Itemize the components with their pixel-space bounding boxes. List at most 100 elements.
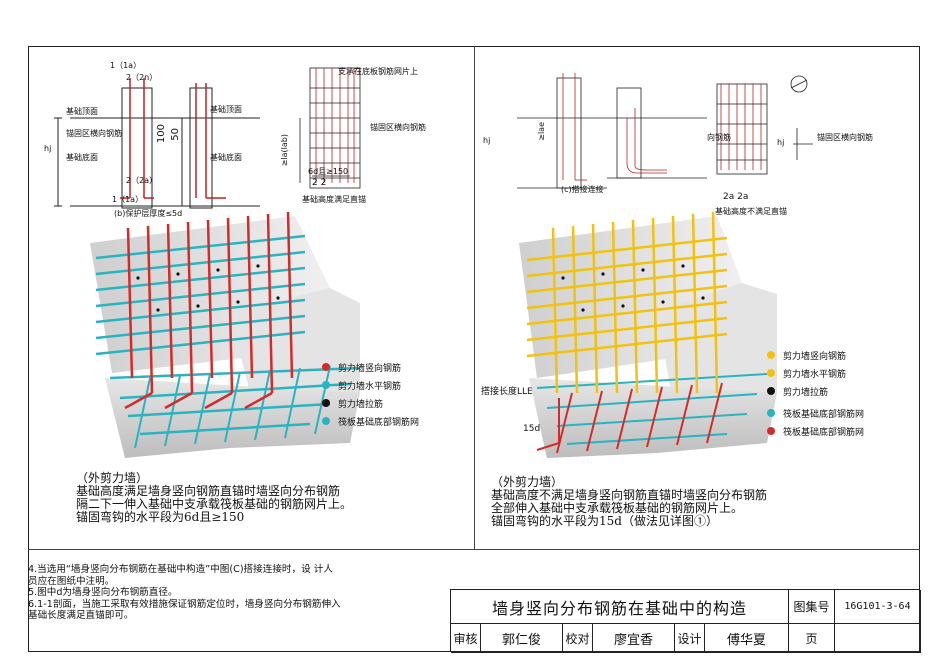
legend-dot: [322, 399, 330, 407]
vertical-bars-left: [124, 211, 294, 410]
desc-line: 全部伸入基础中支承载筏板基础的钢筋网片上。: [491, 501, 744, 515]
anno-foundation-bottom-2: 基础底面: [210, 153, 242, 162]
wall-section-1: [121, 87, 153, 209]
anno-detail-c: (c)搭接连接: [561, 185, 604, 194]
panel-divider-horizontal: [28, 549, 920, 550]
section-label-2a: 2（2a）: [126, 176, 158, 185]
right-legend: 剪力墙竖向钢筋 剪力墙水平钢筋 剪力墙拉筋 筏板基础底部钢筋网 筏板基础底部钢筋…: [767, 346, 864, 440]
note-line: 员应在图纸中注明。: [28, 575, 115, 587]
section-label-2n: 2（2n）: [126, 73, 158, 82]
anno-foundation-top: 基础顶面: [66, 107, 98, 116]
desc-line: 隔二下一伸入基础中支承载筏板基础的钢筋网片上。: [76, 497, 353, 511]
left-legend: 剪力墙竖向钢筋 剪力墙水平钢筋 剪力墙拉筋 筏板基础底部钢筋网: [322, 358, 419, 430]
legend-label: 筏板基础底部钢筋网: [783, 409, 865, 420]
right-section-drawings: [517, 73, 813, 189]
legend-item: 筏板基础底部钢筋网: [322, 412, 419, 430]
note-line: 基础长度满足直锚即可。: [28, 610, 134, 621]
legend-label: 剪力墙竖向钢筋: [338, 363, 402, 374]
left-section-drawings: [54, 67, 361, 209]
right-description: （外剪力墙） 基础高度不满足墙身竖向钢筋直锚时墙竖向分布钢筋 全部伸入基础中支承…: [491, 476, 767, 528]
legend-dot: [322, 417, 330, 425]
page-number-cell: [835, 624, 921, 653]
anno-15d: 15d: [523, 424, 541, 434]
legend-dot: [767, 369, 775, 377]
legend-dot: [767, 409, 775, 417]
dim-hj-right-2: hj: [777, 138, 785, 147]
reviewer-name: 郭仁俊: [481, 624, 563, 653]
anno-vertical-bar: 向钢筋: [707, 133, 731, 142]
bottom-mesh-right-cyan: [536, 373, 768, 445]
panel-divider-vertical: [474, 46, 475, 549]
review-label: 审核: [451, 624, 481, 653]
right-3d-render: [519, 211, 777, 458]
title-block: 墙身竖向分布钢筋在基础中的构造 图集号 16G101-3-64 审核 郭仁俊 校…: [450, 589, 921, 653]
section-label-1a-bottom: 1（1a）: [112, 195, 144, 204]
section-label-1a: 1（1a）: [110, 61, 142, 70]
desc-line: 锚固弯钩的水平段为6d且≥150: [76, 510, 245, 524]
anno-foundation-top-2: 基础顶面: [210, 105, 242, 114]
legend-label: 剪力墙拉筋: [338, 399, 384, 410]
anno-detail-b: (b)保护层厚度≤5d: [114, 209, 183, 218]
checker-name: 廖宜香: [593, 624, 675, 653]
anno-height-note: 基础高度满足直锚: [302, 195, 366, 204]
anno-foundation-bottom: 基础底面: [66, 153, 98, 162]
anno-6d: 6d且≥150: [308, 167, 349, 176]
anno-anchor-zone-2: 锚固区横向钢筋: [370, 123, 426, 132]
left-panel: 1（1a） 2（2n） 2（2a） 1（1a） 100 50 hj 基础顶面 锚…: [30, 48, 472, 548]
left-description: （外剪力墙） 基础高度满足墙身竖向钢筋直锚时墙竖向分布钢筋 隔二下一伸入基础中支…: [76, 472, 352, 524]
legend-label: 筏板基础底部钢筋网: [783, 427, 865, 438]
anno-section-2a: 2a 2a: [723, 192, 749, 202]
design-label: 设计: [675, 624, 705, 653]
note-line: 6.1-1剖面，当施工采取有效措施保证钢筋定位时，墙身竖向分布钢筋伸入: [28, 598, 341, 610]
atlas-label: 图集号: [789, 590, 835, 624]
legend-item: 剪力墙竖向钢筋: [322, 358, 419, 376]
legend-label: 剪力墙拉筋: [783, 387, 829, 398]
anno-section-22: 2 2: [312, 178, 327, 188]
legend-dot: [322, 381, 330, 389]
base-concrete-left: [105, 378, 360, 458]
anno-height-note-right: 基础高度不满足直锚: [715, 207, 787, 216]
legend-label: 筏板基础底部钢筋网: [338, 417, 420, 428]
wall-section-2: [189, 87, 213, 209]
legend-dot: [767, 387, 775, 395]
desc-line: （外剪力墙）: [491, 475, 564, 489]
anno-anchor-zone-right: 锚固区横向钢筋: [817, 133, 873, 142]
legend-label: 剪力墙水平钢筋: [783, 369, 847, 380]
legend-item: 剪力墙拉筋: [322, 394, 419, 412]
note-line: 4.当选用“墙身竖向分布钢筋在基础中构造”中图(C)搭接连接时，设 计人: [28, 564, 333, 575]
check-label: 校对: [563, 624, 593, 653]
bottom-mesh-right-red: [536, 382, 723, 454]
anno-support-note: 支承在底板钢筋网片上: [338, 67, 418, 76]
legend-dot: [767, 351, 775, 359]
anno-lap-length: 搭接长度LLE: [481, 387, 533, 397]
desc-line: 基础高度不满足墙身竖向钢筋直锚时墙竖向分布钢筋: [491, 488, 768, 502]
left-3d-render: [90, 211, 361, 458]
legend-dot: [322, 363, 330, 371]
vertical-bars-right: [551, 211, 719, 394]
dim-hj-right: hj: [483, 136, 491, 145]
desc-line: 锚固弯钩的水平段为15d（做法见详图①）: [491, 514, 718, 528]
notes: 4.当选用“墙身竖向分布钢筋在基础中构造”中图(C)搭接连接时，设 计人 员应在…: [28, 564, 446, 622]
legend-item: 剪力墙水平钢筋: [322, 376, 419, 394]
desc-line: （外剪力墙）: [76, 471, 149, 485]
note-line: 5.图中d为墙身竖向分布钢筋直径。: [28, 587, 178, 598]
atlas-number: 16G101-3-64: [835, 590, 921, 624]
anno-anchor-zone: 锚固区横向钢筋: [66, 129, 122, 138]
legend-item: 剪力墙水平钢筋: [767, 364, 864, 382]
right-panel: (c)搭接连接 2a 2a 基础高度不满足直锚 向钢筋 锚固区横向钢筋 hj h…: [477, 48, 918, 548]
legend-item: 剪力墙拉筋: [767, 382, 864, 400]
designer-name: 傅华夏: [705, 624, 789, 653]
dim-hj: hj: [44, 144, 52, 153]
ties-right: [561, 264, 705, 312]
legend-item: 筏板基础底部钢筋网: [767, 404, 864, 422]
legend-item: 筏板基础底部钢筋网: [767, 422, 864, 440]
page-label: 页: [789, 624, 835, 653]
legend-label: 剪力墙水平钢筋: [338, 381, 402, 392]
desc-line: 基础高度满足墙身竖向钢筋直锚时墙竖向分布钢筋: [76, 484, 341, 498]
legend-dot: [767, 427, 775, 435]
drawing-title: 墙身竖向分布钢筋在基础中的构造: [451, 590, 789, 624]
ties-left: [136, 264, 280, 312]
legend-item: 剪力墙竖向钢筋: [767, 346, 864, 364]
elevation-box: [309, 67, 361, 189]
